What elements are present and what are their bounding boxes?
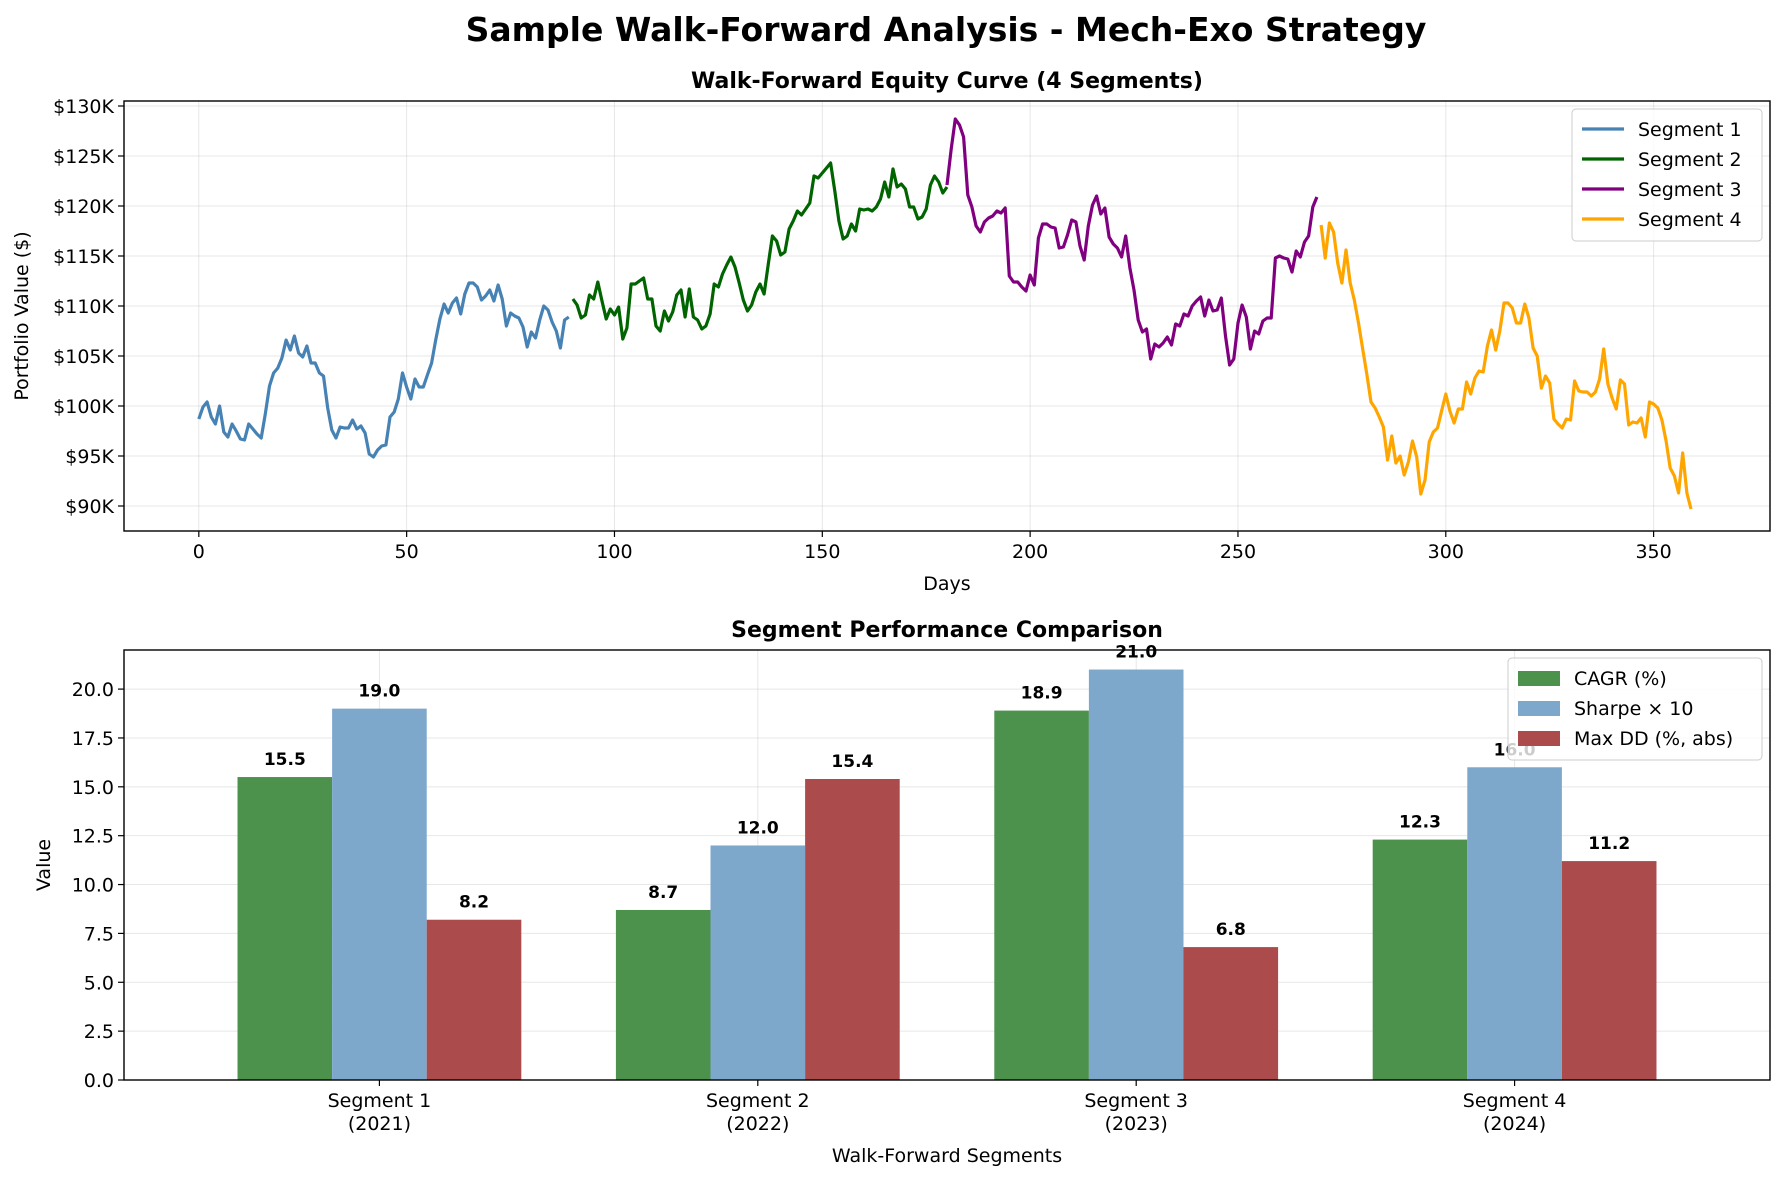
performance-bar xyxy=(1088,669,1184,1080)
performance-bars xyxy=(237,669,1657,1080)
equity-y-tick-label: $125K xyxy=(53,146,114,168)
equity-y-tick-label: $90K xyxy=(65,496,114,518)
performance-bar xyxy=(426,919,522,1080)
performance-legend-label: CAGR (%) xyxy=(1574,668,1667,690)
performance-axes-frame xyxy=(123,649,1771,1081)
equity-curve-chart: 0 50 100 150 200 250 300 350 $90K $95K $100K $105K $… xyxy=(11,69,1771,595)
performance-bar-value-label: 8.2 xyxy=(459,893,489,913)
performance-y-tick-label: 5.0 xyxy=(84,972,114,994)
segment-performance-chart: 15.58.718.912.319.012.021.016.08.215.46.… xyxy=(33,618,1771,1167)
performance-bar xyxy=(615,909,711,1080)
equity-axes-frame xyxy=(123,100,1771,532)
equity-x-axis-label: Days xyxy=(923,573,970,595)
performance-category-label: Segment 3 xyxy=(1084,1090,1188,1112)
performance-bar xyxy=(805,779,900,1080)
performance-legend-box xyxy=(1507,657,1763,761)
performance-category-label: Segment 1 xyxy=(328,1090,432,1112)
performance-bar xyxy=(332,708,427,1080)
equity-legend-box xyxy=(1571,108,1763,242)
performance-legend-swatch xyxy=(1518,731,1560,746)
performance-chart-title: Segment Performance Comparison xyxy=(731,618,1163,643)
performance-category-year: (2024) xyxy=(1483,1113,1546,1135)
performance-bar-value-label: 6.8 xyxy=(1216,920,1246,940)
equity-legend-label: Segment 1 xyxy=(1638,119,1742,141)
equity-line-segment-4 xyxy=(1319,221,1693,510)
equity-x-tick-label: 300 xyxy=(1428,541,1464,563)
performance-category-year: (2021) xyxy=(348,1113,411,1135)
performance-category-year: (2022) xyxy=(726,1113,789,1135)
performance-legend-label: Max DD (%, abs) xyxy=(1574,728,1733,750)
equity-y-tick-label: $95K xyxy=(65,446,114,468)
equity-y-tick-label: $120K xyxy=(53,196,114,218)
equity-x-tick-label: 50 xyxy=(395,541,419,563)
performance-bar-value-label: 19.0 xyxy=(358,682,400,702)
performance-y-tick-label: 12.5 xyxy=(72,826,114,848)
equity-ticks: 0 50 100 150 200 250 300 350 $90K $95K $100K $105K $… xyxy=(53,96,1672,563)
performance-category-label: Segment 2 xyxy=(706,1090,810,1112)
performance-bar xyxy=(1183,947,1279,1080)
equity-y-axis-label: Portfolio Value ($) xyxy=(11,231,33,400)
performance-y-tick-label: 0.0 xyxy=(84,1070,114,1092)
equity-line-segment-3 xyxy=(945,117,1319,367)
performance-category-label: Segment 4 xyxy=(1463,1090,1567,1112)
performance-bar-value-label: 11.2 xyxy=(1588,834,1630,854)
equity-line-segment-1 xyxy=(197,281,570,459)
performance-bar xyxy=(710,845,806,1080)
figure-title: Sample Walk-Forward Analysis - Mech-Exo … xyxy=(466,10,1427,49)
equity-x-tick-label: 250 xyxy=(1220,541,1256,563)
performance-bar-value-label: 8.7 xyxy=(648,883,678,903)
equity-line-segment-2 xyxy=(571,161,949,341)
performance-ticks: 0.0 2.5 5.0 7.5 10.0 12.5 15.0 17.5 20.0 Segment … xyxy=(72,679,1567,1135)
performance-bar-value-label: 15.4 xyxy=(831,752,873,772)
equity-series-lines xyxy=(197,117,1693,510)
performance-y-tick-label: 7.5 xyxy=(84,923,114,945)
performance-bar xyxy=(994,710,1089,1080)
equity-y-tick-label: $110K xyxy=(53,296,114,318)
equity-y-tick-label: $100K xyxy=(53,396,114,418)
performance-bar-value-label: 12.0 xyxy=(737,818,779,838)
performance-legend-swatch xyxy=(1518,671,1560,686)
performance-bar-value-label: 18.9 xyxy=(1021,684,1063,704)
equity-legend-label: Segment 2 xyxy=(1638,149,1742,171)
performance-x-axis-label: Walk-Forward Segments xyxy=(832,1145,1062,1167)
performance-y-tick-label: 17.5 xyxy=(72,728,114,750)
equity-y-tick-label: $130K xyxy=(53,96,114,118)
performance-bar-value-label: 21.0 xyxy=(1115,643,1157,663)
performance-bar-value-label: 15.5 xyxy=(264,750,306,770)
equity-y-tick-label: $105K xyxy=(53,346,114,368)
equity-legend-label: Segment 4 xyxy=(1638,209,1742,231)
performance-legend-label: Sharpe × 10 xyxy=(1574,698,1693,720)
performance-y-axis-label: Value xyxy=(33,839,55,891)
performance-bar xyxy=(1467,767,1562,1080)
equity-grid xyxy=(124,101,1770,531)
performance-category-year: (2023) xyxy=(1105,1113,1168,1135)
performance-bar xyxy=(237,777,333,1080)
equity-x-tick-label: 200 xyxy=(1012,541,1048,563)
equity-x-tick-label: 150 xyxy=(804,541,840,563)
performance-y-tick-label: 10.0 xyxy=(72,875,114,897)
performance-y-tick-label: 2.5 xyxy=(84,1021,114,1043)
performance-bar xyxy=(1372,839,1468,1080)
equity-x-tick-label: 350 xyxy=(1635,541,1671,563)
performance-y-tick-label: 20.0 xyxy=(72,679,114,701)
performance-bar-value-label: 12.3 xyxy=(1399,813,1441,833)
performance-y-tick-label: 15.0 xyxy=(72,777,114,799)
equity-x-tick-label: 0 xyxy=(193,541,205,563)
performance-data-labels: 15.58.718.912.319.012.021.016.08.215.46.… xyxy=(264,643,1630,941)
equity-chart-title: Walk-Forward Equity Curve (4 Segments) xyxy=(691,69,1203,94)
equity-legend: Segment 1 Segment 2 Segment 3 Segment 4 xyxy=(1571,108,1763,242)
equity-x-tick-label: 100 xyxy=(596,541,632,563)
equity-legend-label: Segment 3 xyxy=(1638,179,1742,201)
performance-legend-swatch xyxy=(1518,701,1560,716)
performance-bar xyxy=(1561,861,1657,1080)
performance-legend: CAGR (%) Sharpe × 10 Max DD (%, abs) xyxy=(1507,657,1763,761)
equity-y-tick-label: $115K xyxy=(53,246,114,268)
